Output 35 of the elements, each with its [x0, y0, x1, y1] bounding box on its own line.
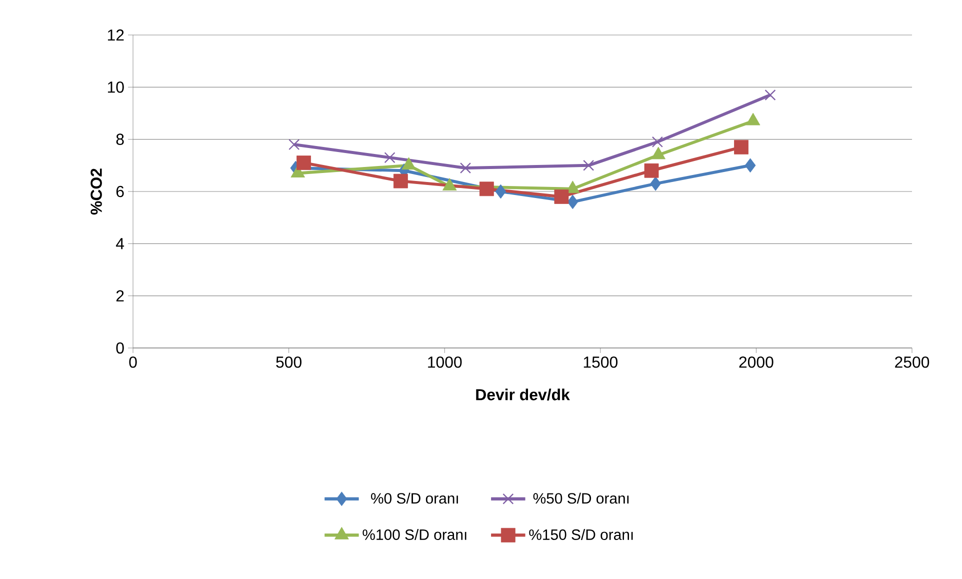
x-tick-label: 500	[276, 356, 302, 368]
point	[583, 160, 594, 171]
point	[650, 176, 662, 191]
point	[652, 136, 663, 148]
x-tick-label: 1000	[428, 356, 462, 368]
point	[288, 138, 300, 150]
y-tick-label: 10	[108, 82, 124, 93]
legend-label: %150 S/D oranı	[529, 528, 633, 540]
legend-label: %50 S/D oranı	[533, 492, 629, 504]
y-tick-label: 4	[116, 238, 124, 250]
x-tick-label: 2000	[739, 356, 774, 368]
point	[734, 140, 748, 154]
x-axis-title: Devir dev/dk	[476, 388, 570, 400]
y-tick-label: 12	[108, 29, 124, 41]
point	[567, 194, 578, 210]
point	[764, 89, 776, 101]
point	[644, 163, 659, 178]
y-tick-label: 6	[116, 186, 124, 198]
y-tick-label: 2	[116, 290, 124, 302]
point	[393, 174, 408, 188]
point	[296, 156, 311, 170]
point	[495, 184, 506, 199]
point	[744, 158, 756, 173]
x-tick-label: 0	[129, 356, 137, 368]
point	[479, 182, 494, 196]
y-tick-label: 0	[116, 342, 124, 354]
legend-label: %0 S/D oranı	[371, 492, 458, 504]
point	[460, 162, 472, 174]
point	[554, 190, 569, 204]
legend-label: %100 S/D oranı	[362, 528, 466, 540]
point	[384, 152, 396, 164]
x-tick-label: 2500	[895, 356, 930, 368]
y-axis-title: %CO2	[90, 168, 102, 215]
x-tick-label: 1500	[584, 356, 618, 368]
y-tick-label: 8	[116, 134, 124, 145]
